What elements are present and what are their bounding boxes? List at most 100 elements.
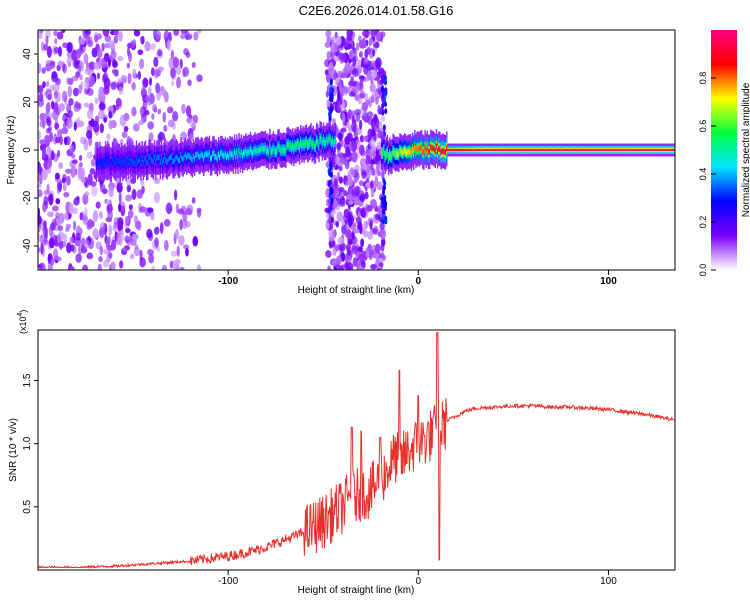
spectrogram-noise-cell (52, 109, 59, 121)
spectrogram-ridge-cell (106, 158, 108, 165)
spectrogram-ridge-cell (594, 148, 596, 152)
spectrogram-ridge-cell (256, 147, 259, 154)
spectrogram-ridge-cell (593, 148, 595, 152)
spectrogram-ridge-cell (620, 148, 623, 152)
spectrogram-ridge-cell (447, 148, 449, 152)
spectrogram-ridge-cell (523, 148, 526, 152)
spectrogram-noise-cell (369, 219, 373, 230)
spectrogram-noise-cell (337, 153, 344, 159)
spectrogram-ridge-cell (111, 156, 114, 163)
spectrogram-ridge-cell (650, 148, 652, 152)
spectrogram-ridge-cell (257, 147, 260, 154)
spectrogram-noise-cell (38, 130, 42, 141)
spectrogram-ridge-cell (130, 158, 132, 165)
spectrogram-noise-cell (166, 106, 174, 114)
spectrogram-ridge-cell (306, 142, 309, 149)
spectrogram-ridge-cell (630, 148, 633, 152)
spectrogram-noise-cell (329, 107, 333, 114)
spectrogram-noise-cell (365, 154, 371, 166)
spectrogram-ridge-cell (424, 144, 426, 151)
spectrogram-ridge-cell (412, 149, 415, 156)
spectrogram-ridge-cell (525, 148, 528, 152)
spectrogram-ridge-cell (157, 154, 159, 161)
spectrogram-noise-cell (75, 253, 82, 263)
spectrogram-ridge-cell (272, 145, 275, 152)
spectrogram-noise-cell (358, 253, 365, 260)
spectrogram-noise-cell (45, 116, 51, 126)
spectrogram-ridge-cell (633, 148, 635, 152)
spectrogram-ridge-cell (140, 160, 142, 166)
spectrogram-noise-cell (371, 151, 377, 158)
spectrogram-noise-cell (326, 212, 330, 219)
spectrogram-noise-cell (101, 42, 105, 52)
spectrogram-noise-cell (45, 35, 49, 46)
spectrogram-noise-cell (54, 91, 61, 103)
spectrogram-ridge-cell (216, 156, 219, 162)
spectrogram-ridge-cell (197, 151, 199, 158)
spectrogram-ridge-cell (102, 161, 105, 167)
spectrogram-noise-cell (106, 133, 111, 141)
spectrogram-ridge-cell (516, 148, 519, 152)
spectrogram-ridge-cell (304, 139, 306, 146)
spectrogram-noise-cell (56, 31, 64, 40)
spectrogram-ridge-cell (632, 148, 634, 152)
spectrogram-ridge-cell (645, 148, 648, 152)
spectrogram-noise-cell (69, 144, 75, 153)
spectrogram-noise-cell (336, 142, 342, 150)
spectrogram-noise-cell (345, 146, 351, 158)
spectrogram-ridge-cell (570, 148, 572, 152)
spectrogram-noise-cell (110, 81, 117, 90)
spectrogram-noise-cell (368, 250, 373, 261)
spectrogram-ridge-cell (224, 151, 227, 157)
spectrogram-ridge-cell (655, 148, 658, 152)
spectrogram-ridge-cell (207, 152, 210, 159)
spectrogram-ridge-cell (480, 148, 482, 152)
spectrogram-ridge-cell (459, 148, 462, 152)
spectrogram-ridge-cell (564, 148, 567, 152)
spectrogram-ridge-cell (389, 151, 391, 158)
spectrogram-ridge-cell (647, 148, 650, 152)
spectrogram-noise-cell (329, 186, 333, 193)
spectrogram-ridge-cell (269, 143, 271, 149)
spectrogram-noise-cell (344, 135, 351, 145)
spectrogram-noise-cell (347, 254, 352, 264)
spectrogram-ridge-cell (514, 148, 516, 152)
snr-panel: -100 0 100 0.5 1.0 1.5 (x104) Height of strai… (8, 310, 676, 596)
spectrogram-ridge-cell (563, 148, 565, 152)
spectrogram-noise-cell (99, 123, 105, 134)
spectrogram-noise-cell (108, 110, 113, 119)
spectrogram-noise-cell (150, 67, 155, 77)
spectrogram-ridge-cell (179, 157, 181, 164)
spectrogram-noise-cell (191, 197, 196, 204)
spectrogram-noise-cell (325, 222, 330, 230)
spectrogram-ridge-cell (313, 143, 316, 150)
spectrogram-noise-cell (186, 32, 193, 39)
spectrogram-ridge-cell (434, 147, 437, 154)
spectrogram-noise-cell (128, 204, 133, 211)
spectrogram-ridge-cell (120, 157, 123, 163)
spectrogram-ridge-cell (264, 145, 267, 151)
spectrogram-ridge-cell (580, 148, 583, 152)
spectrogram-ridge-cell (117, 157, 119, 164)
spectrogram-ridge-cell (187, 152, 189, 159)
spectrogram-ridge-cell (300, 139, 302, 146)
spectrogram-noise-cell (380, 86, 384, 93)
spectrogram-noise-cell (123, 132, 128, 139)
spectrogram-noise-cell (382, 184, 386, 191)
spectrogram-ridge-cell (549, 148, 552, 152)
spectrogram-ridge-cell (173, 158, 175, 165)
spectrogram-ridge-cell (448, 148, 450, 152)
spectrogram-noise-cell (45, 63, 52, 72)
spectrogram-ridge-cell (255, 148, 257, 155)
spectrogram-ridge-cell (505, 148, 507, 152)
spectrogram-ridge-cell (312, 140, 314, 147)
spectrogram-ridge-cell (572, 148, 575, 152)
colorbar-tick-label: 0.8 (698, 72, 708, 85)
spectrogram-ridge-cell (669, 148, 672, 152)
spectrogram-ridge-cell (584, 148, 586, 152)
spectrogram-noise-cell (185, 247, 189, 257)
spectrogram-noise-cell (153, 226, 160, 235)
spectrogram-ridge-cell (503, 148, 505, 152)
spectrogram-noise-cell (362, 230, 369, 238)
spectrogram-ridge-cell (617, 148, 619, 152)
